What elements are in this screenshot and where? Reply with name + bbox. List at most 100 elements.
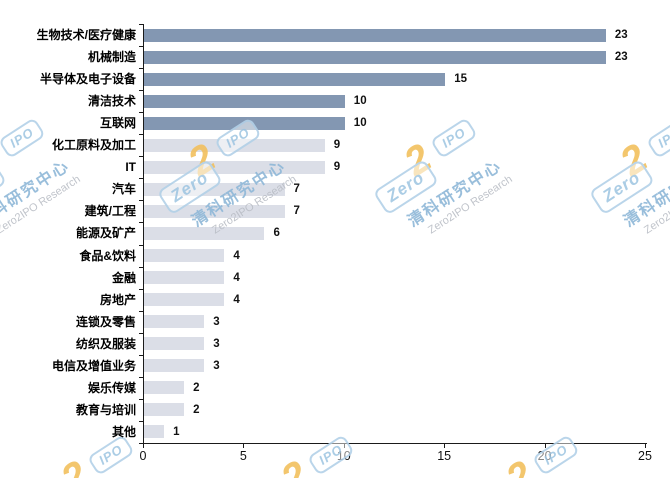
- category-label: 教育与培训: [75, 402, 136, 417]
- x-axis-tick: [544, 444, 546, 448]
- category-label: IT: [125, 160, 136, 175]
- watermark-english-text: Zero2IPO Research: [426, 173, 515, 237]
- category-label: 化工原料及加工: [51, 138, 136, 153]
- x-axis-tick: [444, 444, 446, 448]
- bar: [144, 204, 285, 218]
- value-label: 10: [353, 95, 367, 108]
- value-label: 2: [193, 403, 200, 416]
- y-axis-tick: [139, 332, 143, 334]
- watermark-two-glyph: 2: [273, 452, 317, 478]
- watermark-logo: 2 Zero IPO: [242, 416, 391, 478]
- bar: [144, 116, 345, 130]
- x-axis: [143, 443, 647, 444]
- category-label: 半导体及电子设备: [39, 72, 136, 87]
- value-label: 3: [213, 337, 220, 350]
- y-axis-tick: [139, 200, 143, 202]
- value-label: 7: [293, 183, 300, 196]
- y-axis: [143, 24, 144, 444]
- y-axis-tick: [139, 310, 143, 312]
- y-axis-tick: [139, 266, 143, 268]
- category-label: 纺织及服装: [75, 336, 136, 351]
- value-label: 7: [293, 205, 300, 218]
- bar: [144, 381, 185, 395]
- category-label: 食品&饮料: [79, 248, 136, 263]
- x-axis-tick: [343, 444, 345, 448]
- watermark-ipo-badge: IPO: [645, 116, 670, 159]
- value-label: 23: [614, 29, 628, 41]
- x-axis-tick: [143, 444, 144, 448]
- watermark-logo: 2 Zero IPO: [365, 99, 514, 216]
- y-axis-tick: [139, 112, 143, 114]
- watermark-two-glyph: 2: [612, 135, 656, 185]
- watermark-logo: 2 Zero IPO: [467, 416, 616, 478]
- x-axis-tick: [243, 444, 245, 448]
- value-label: 2: [193, 381, 200, 394]
- value-label: 4: [233, 271, 240, 284]
- bar: [144, 50, 606, 64]
- y-axis-tick: [139, 90, 143, 92]
- watermark-zero-badge: Zero: [588, 158, 656, 216]
- bar: [144, 94, 345, 108]
- bar: [144, 72, 446, 86]
- watermark-logo: 2 Zero IPO: [581, 99, 670, 216]
- category-label: 电信及增值业务: [51, 358, 136, 373]
- watermark: 2 Zero IPO 清科研究中心 Zero2IPO Research: [467, 416, 643, 478]
- watermark-zero-badge: Zero: [372, 158, 440, 216]
- category-label: 连锁及零售: [75, 314, 136, 329]
- watermark-chinese-text: 清科研究中心: [405, 157, 505, 231]
- bar: [144, 249, 225, 263]
- watermark: 2 Zero IPO 清科研究中心 Zero2IPO Research: [581, 99, 670, 258]
- watermark-two-glyph: 2: [396, 135, 440, 185]
- bar: [144, 293, 225, 307]
- bar: [144, 28, 606, 42]
- y-axis-tick: [139, 420, 143, 422]
- watermark-ipo-badge: IPO: [429, 116, 479, 159]
- x-axis-tick-label: 5: [239, 449, 247, 463]
- y-axis-tick: [139, 398, 143, 400]
- y-axis-tick: [139, 156, 143, 158]
- x-axis-tick-label: 0: [139, 449, 147, 463]
- value-label: 3: [213, 359, 220, 372]
- y-axis-tick: [139, 222, 143, 224]
- y-axis-tick: [139, 46, 143, 48]
- category-label: 金融: [111, 270, 136, 285]
- bar: [144, 425, 165, 439]
- value-label: 4: [233, 249, 240, 262]
- bar: [144, 227, 265, 240]
- bar: [144, 403, 185, 417]
- watermark-english-text: Zero2IPO Research: [642, 173, 670, 237]
- y-axis-tick: [139, 178, 143, 180]
- value-label: 6: [273, 227, 280, 240]
- y-axis-tick: [139, 288, 143, 290]
- watermark-two-glyph: 2: [53, 452, 97, 478]
- x-axis-tick-label: 25: [638, 449, 652, 463]
- bar: [144, 337, 205, 351]
- watermark: 2 Zero IPO 清科研究中心 Zero2IPO Research: [365, 99, 541, 258]
- y-axis-tick: [139, 134, 143, 136]
- watermark-chinese-text: 清科研究中心: [504, 454, 631, 478]
- value-label: 1: [173, 425, 180, 438]
- y-axis-tick: [139, 244, 143, 246]
- value-label: 15: [454, 73, 467, 86]
- bar: [144, 359, 205, 373]
- category-label: 汽车: [111, 182, 136, 197]
- category-label: 房地产: [99, 292, 136, 307]
- x-axis-tick-label: 10: [336, 449, 351, 463]
- y-axis-tick: [139, 24, 143, 25]
- category-label: 能源及矿产: [75, 226, 136, 241]
- x-axis-tick-label: 20: [537, 449, 552, 463]
- y-axis-tick: [139, 354, 143, 356]
- category-label: 娱乐传媒: [87, 380, 136, 395]
- y-axis-tick: [139, 376, 143, 378]
- bar: [144, 182, 285, 196]
- watermark-chinese-text: 清科研究中心: [621, 157, 670, 231]
- x-axis-tick: [645, 444, 646, 448]
- category-label: 互联网: [99, 116, 136, 131]
- category-label: 建筑/工程: [84, 204, 136, 219]
- value-label: 10: [353, 117, 367, 130]
- x-axis-tick-label: 15: [437, 449, 452, 463]
- y-axis-tick: [139, 443, 143, 444]
- category-label: 其他: [111, 424, 136, 439]
- bar: [144, 315, 205, 329]
